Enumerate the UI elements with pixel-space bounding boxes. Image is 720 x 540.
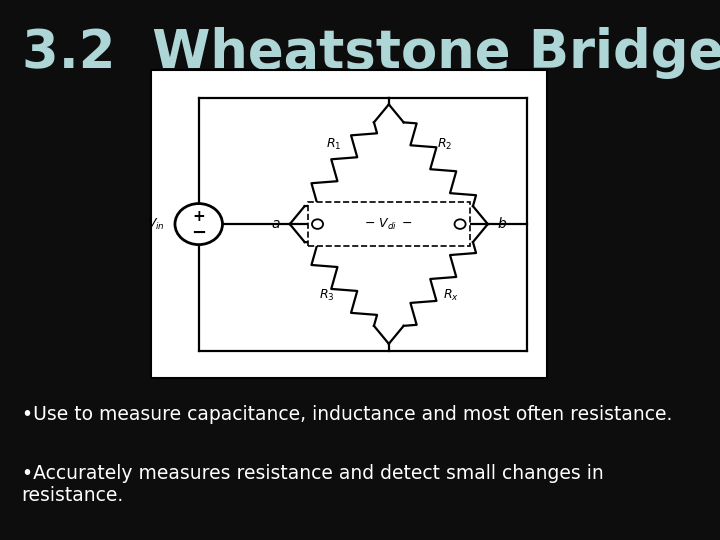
Circle shape — [312, 219, 323, 229]
Text: $V_{in}$: $V_{in}$ — [147, 217, 165, 232]
Text: −: − — [191, 224, 207, 241]
Text: 3.2  Wheatstone Bridge Circuit: 3.2 Wheatstone Bridge Circuit — [22, 27, 720, 79]
Text: +: + — [192, 209, 205, 224]
Bar — [307, 202, 470, 246]
Text: $-\ V_{di}\ -$: $-\ V_{di}\ -$ — [364, 217, 413, 232]
Text: •Use to measure capacitance, inductance and most often resistance.: •Use to measure capacitance, inductance … — [22, 405, 672, 424]
Text: •Accurately measures resistance and detect small changes in
resistance.: •Accurately measures resistance and dete… — [22, 464, 603, 505]
Text: $R_2$: $R_2$ — [436, 137, 452, 152]
Text: $R_x$: $R_x$ — [444, 287, 459, 302]
Text: a: a — [271, 217, 280, 231]
Circle shape — [175, 204, 222, 245]
Text: $R_3$: $R_3$ — [319, 287, 334, 302]
Text: $R_1$: $R_1$ — [325, 137, 341, 152]
Text: b: b — [498, 217, 506, 231]
Circle shape — [454, 219, 466, 229]
